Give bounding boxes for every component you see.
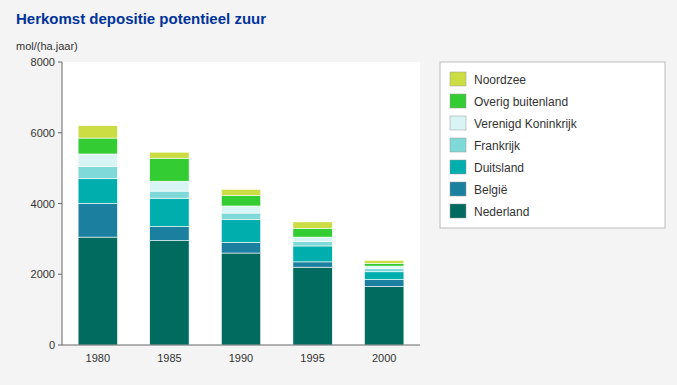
bar-segment bbox=[221, 253, 260, 345]
y-tick-label: 4000 bbox=[31, 198, 55, 210]
legend-swatch bbox=[450, 182, 466, 196]
bar-segment bbox=[150, 158, 189, 181]
bar-segment bbox=[150, 226, 189, 240]
title: Herkomst depositie potentieel zuur bbox=[16, 10, 266, 27]
legend-swatch bbox=[450, 72, 466, 86]
bar-segment bbox=[221, 206, 260, 213]
bar-segment bbox=[365, 280, 404, 287]
bar-segment bbox=[78, 204, 117, 238]
bar-segment bbox=[365, 272, 404, 280]
bar-segment bbox=[221, 219, 260, 242]
y-axis-label: mol/(ha.jaar) bbox=[16, 40, 78, 52]
y-tick bbox=[58, 345, 62, 346]
legend-swatch bbox=[450, 160, 466, 174]
bar-segment bbox=[78, 138, 117, 154]
bar-segment bbox=[150, 241, 189, 345]
plot-background bbox=[62, 62, 420, 345]
y-tick bbox=[58, 274, 62, 275]
x-tick-label: 1985 bbox=[157, 352, 181, 364]
y-tick bbox=[58, 203, 62, 204]
bar-segment bbox=[293, 237, 332, 241]
bar-segment bbox=[293, 267, 332, 345]
bar-segment bbox=[150, 191, 189, 198]
legend-label: Noordzee bbox=[474, 73, 526, 87]
background bbox=[0, 0, 677, 385]
bar-segment bbox=[221, 213, 260, 219]
y-tick bbox=[58, 132, 62, 133]
x-tick-label: 2000 bbox=[372, 352, 396, 364]
legend-label: Duitsland bbox=[474, 161, 524, 175]
bar-segment bbox=[221, 189, 260, 195]
bar-segment bbox=[150, 152, 189, 158]
legend-label: Frankrijk bbox=[474, 139, 521, 153]
legend-label: Verenigd Koninkrijk bbox=[474, 117, 578, 131]
y-tick-label: 8000 bbox=[31, 56, 55, 68]
x-axis-line bbox=[62, 345, 420, 346]
x-tick-label: 1990 bbox=[229, 352, 253, 364]
y-tick-label: 6000 bbox=[31, 127, 55, 139]
y-tick-label: 2000 bbox=[31, 268, 55, 280]
bar-segment bbox=[293, 241, 332, 246]
legend-box bbox=[440, 62, 665, 228]
legend-label: Nederland bbox=[474, 205, 529, 219]
bar-segment bbox=[221, 195, 260, 206]
bars bbox=[78, 126, 404, 345]
x-tick-label: 1980 bbox=[86, 352, 110, 364]
bar-segment bbox=[365, 263, 404, 266]
legend-swatch bbox=[450, 116, 466, 130]
x-tick-label: 1995 bbox=[300, 352, 324, 364]
bar-segment bbox=[78, 166, 117, 178]
bar-segment bbox=[293, 228, 332, 237]
legend-swatch bbox=[450, 204, 466, 218]
bar-segment bbox=[365, 269, 404, 272]
bar-segment bbox=[150, 181, 189, 191]
bar-segment bbox=[150, 198, 189, 226]
legend-label: België bbox=[474, 183, 508, 197]
bar-segment bbox=[78, 179, 117, 204]
bar-segment bbox=[293, 262, 332, 267]
bar-segment bbox=[293, 222, 332, 228]
bar-segment bbox=[365, 266, 404, 268]
legend: Noordzee Overig buitenland Verenigd Konink… bbox=[440, 62, 665, 228]
chart-container: Herkomst depositie potentieel zuur mol/(h… bbox=[0, 0, 677, 385]
bar-segment bbox=[221, 242, 260, 253]
bar-segment bbox=[78, 237, 117, 345]
y-tick-label: 0 bbox=[49, 339, 55, 351]
bar-segment bbox=[78, 126, 117, 138]
chart: Herkomst depositie potentieel zuur mol/(h… bbox=[0, 0, 677, 385]
bar-segment bbox=[365, 287, 404, 345]
legend-swatch bbox=[450, 138, 466, 152]
bar-segment bbox=[365, 260, 404, 263]
bar-segment bbox=[78, 154, 117, 166]
bar-segment bbox=[293, 246, 332, 262]
y-tick bbox=[58, 62, 62, 63]
legend-label: Overig buitenland bbox=[474, 95, 568, 109]
legend-swatch bbox=[450, 94, 466, 108]
